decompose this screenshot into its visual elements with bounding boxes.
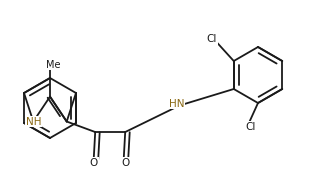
Text: Me: Me xyxy=(46,60,60,70)
Text: O: O xyxy=(122,158,130,168)
Text: NH: NH xyxy=(26,117,41,127)
Text: O: O xyxy=(90,158,98,168)
Text: Cl: Cl xyxy=(207,34,217,44)
Text: HN: HN xyxy=(169,98,184,109)
Text: Cl: Cl xyxy=(246,122,256,132)
